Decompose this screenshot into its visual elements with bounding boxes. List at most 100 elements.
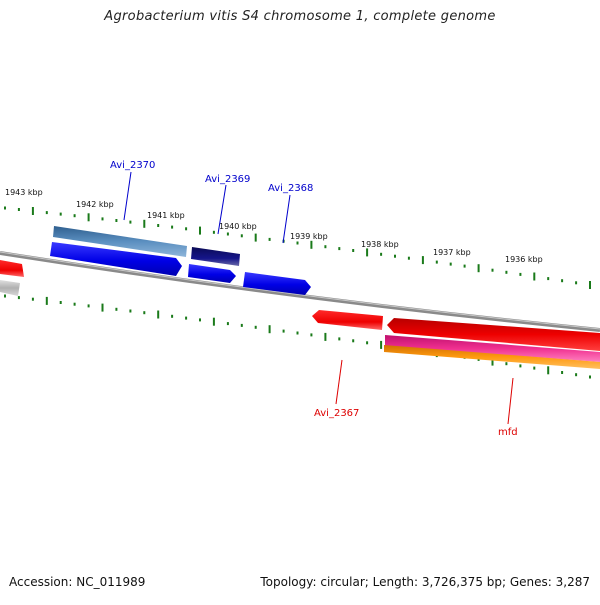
accession-text: Accession: NC_011989: [9, 575, 146, 589]
leader-avi-2369: [217, 184, 227, 235]
inner-scale-major-tick: [491, 357, 494, 366]
inner-scale-minor-tick: [240, 323, 243, 327]
gene-avi-2369-feature[interactable]: [191, 247, 240, 266]
inner-scale-major-tick: [101, 303, 104, 312]
leader-avi-2368: [282, 194, 291, 244]
outer-scale-minor-tick: [435, 260, 438, 264]
scale-label-1937: 1937 kbp: [433, 248, 471, 257]
outer-scale-minor-tick: [380, 252, 383, 256]
inner-scale-minor-tick: [4, 294, 6, 298]
inner-scale-minor-tick: [73, 302, 76, 306]
scale-label-1943: 1943 kbp: [5, 188, 43, 197]
scale-label-1936: 1936 kbp: [505, 255, 543, 264]
inner-scale-major-tick: [157, 310, 160, 319]
outer-scale-minor-tick: [352, 249, 355, 252]
leader-avi-2367: [335, 359, 343, 405]
gene-mfd-feature[interactable]: [387, 318, 600, 351]
outer-scale-major-tick: [533, 272, 536, 281]
inner-scale-minor-tick: [296, 331, 299, 335]
outer-scale-minor-tick: [171, 225, 174, 229]
inner-scale-minor-tick: [282, 329, 285, 333]
outer-scale-minor-tick: [185, 227, 188, 231]
inner-scale-minor-tick: [87, 304, 90, 308]
inner-scale-major-tick: [380, 340, 383, 349]
outer-scale-minor-tick: [45, 211, 48, 215]
inner-scale-major-tick: [324, 332, 327, 341]
outer-scale-minor-tick: [463, 264, 466, 268]
gene-blue-arrow-2[interactable]: [188, 264, 236, 283]
inner-scale-minor-tick: [129, 309, 132, 313]
scale-label-1942: 1942 kbp: [76, 200, 114, 209]
outer-scale-minor-tick: [394, 254, 396, 258]
gene-left-red-partial[interactable]: [0, 260, 24, 277]
inner-scale-minor-tick: [254, 325, 257, 329]
outer-scale-minor-tick: [129, 220, 132, 224]
outer-scale-minor-tick: [157, 224, 160, 227]
inner-scale-minor-tick: [226, 322, 229, 326]
inner-scale-minor-tick: [533, 366, 536, 370]
gene-label-avi-2368[interactable]: Avi_2368: [268, 183, 313, 194]
gene-mfd-orange-feature[interactable]: [384, 345, 600, 369]
inner-scale-major-tick: [212, 317, 215, 326]
gene-avi-2368-feature[interactable]: [243, 272, 311, 295]
inner-scale-minor-tick: [17, 296, 20, 300]
scale-labels: 1943 kbp 1942 kbp 1941 kbp 1940 kbp 1939…: [5, 188, 543, 264]
inner-scale-minor-tick: [59, 301, 62, 304]
outer-scale-minor-tick: [226, 232, 229, 236]
gene-label-avi-2369[interactable]: Avi_2369: [205, 174, 250, 185]
inner-scale-minor-tick: [352, 339, 355, 343]
outer-scale-major-tick: [477, 264, 480, 273]
inner-scale-minor-tick: [589, 375, 591, 379]
outer-scale-major-tick: [254, 233, 257, 242]
outer-scale-minor-tick: [4, 206, 6, 210]
outer-scale-minor-tick: [561, 279, 564, 283]
scale-label-1940: 1940 kbp: [219, 222, 257, 231]
scale-label-1938: 1938 kbp: [361, 240, 399, 249]
outer-scale-minor-tick: [268, 237, 271, 241]
outer-scale-ticks: [4, 206, 591, 289]
scale-label-1941: 1941 kbp: [147, 211, 185, 220]
gene-avi-2367-feature[interactable]: [312, 310, 383, 330]
outer-scale-major-tick: [87, 213, 90, 222]
gene-avi-2370-feature[interactable]: [53, 226, 187, 257]
inner-scale-minor-tick: [310, 333, 313, 337]
outer-scale-minor-tick: [519, 272, 522, 276]
outer-scale-minor-tick: [17, 208, 20, 211]
outer-scale-minor-tick: [449, 262, 452, 266]
gene-mfd-magenta-feature[interactable]: [385, 335, 600, 362]
inner-scale-minor-tick: [505, 362, 508, 366]
outer-scale-minor-tick: [575, 281, 578, 285]
gene-blue-arrow-1[interactable]: [50, 242, 182, 276]
outer-scale-minor-tick: [59, 212, 62, 216]
inner-scale-minor-tick: [561, 371, 564, 374]
outer-scale-major-tick: [589, 281, 591, 289]
scale-label-1939: 1939 kbp: [290, 232, 328, 241]
inner-scale-major-tick: [268, 325, 271, 334]
map-title: Agrobacterium vitis S4 chromosome 1, com…: [104, 9, 496, 24]
outer-scale-major-tick: [421, 256, 424, 265]
outer-scale-major-tick: [366, 248, 369, 257]
outer-scale-minor-tick: [407, 256, 410, 260]
inner-scale-minor-tick: [31, 297, 34, 301]
outer-scale-minor-tick: [73, 214, 76, 218]
inner-scale-minor-tick: [366, 341, 369, 345]
genome-backbone: [0, 251, 600, 332]
gene-label-mfd[interactable]: mfd: [498, 427, 518, 438]
inner-scale-minor-tick: [519, 364, 522, 368]
gene-label-avi-2370[interactable]: Avi_2370: [110, 160, 155, 171]
inner-scale-major-tick: [547, 366, 550, 375]
inner-scale-minor-tick: [199, 318, 201, 322]
outer-scale-minor-tick: [505, 270, 508, 274]
topology-text: Topology: circular; Length: 3,726,375 bp…: [260, 575, 590, 589]
outer-scale-minor-tick: [296, 241, 299, 245]
leader-avi-2370: [123, 171, 132, 221]
inner-scale-minor-tick: [575, 373, 578, 377]
outer-scale-major-tick: [199, 226, 201, 235]
genome-backbone-highlight: [0, 251, 600, 330]
gene-label-avi-2367[interactable]: Avi_2367: [314, 408, 359, 419]
inner-scale-minor-tick: [115, 307, 118, 311]
outer-scale-minor-tick: [491, 268, 494, 272]
gene-left-grey-partial[interactable]: [0, 280, 20, 296]
